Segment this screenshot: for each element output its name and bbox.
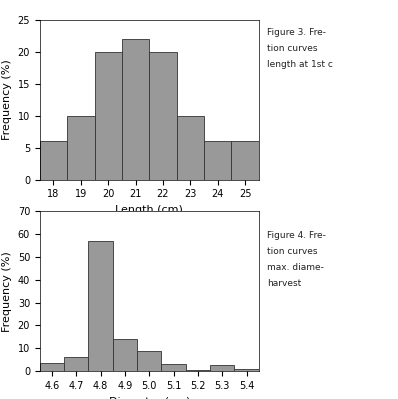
Bar [210,365,234,371]
Text: Figure 4. Fre-: Figure 4. Fre- [267,231,326,241]
Text: harvest: harvest [267,279,301,288]
Text: tion curves: tion curves [267,247,317,257]
Bar [186,370,210,371]
Bar [231,141,259,180]
Y-axis label: Frequency (%): Frequency (%) [2,251,12,332]
Bar [88,241,113,371]
Bar [67,116,95,180]
Bar [40,141,67,180]
Bar [204,141,231,180]
Bar [162,364,186,371]
Bar [94,52,122,180]
Text: tion curves: tion curves [267,44,317,53]
Bar [234,369,259,371]
Text: length at 1st c: length at 1st c [267,60,333,69]
Text: max. diame-: max. diame- [267,263,324,273]
X-axis label: Length (cm): Length (cm) [115,205,183,215]
Bar [64,358,88,371]
Y-axis label: Frequency (%): Frequency (%) [2,59,12,140]
Bar [137,351,162,371]
X-axis label: Diameter (cm): Diameter (cm) [109,396,190,399]
Bar [40,363,64,371]
Bar [177,116,204,180]
Text: Figure 3. Fre-: Figure 3. Fre- [267,28,326,37]
Bar [122,39,149,180]
Bar [113,339,137,371]
Bar [149,52,177,180]
